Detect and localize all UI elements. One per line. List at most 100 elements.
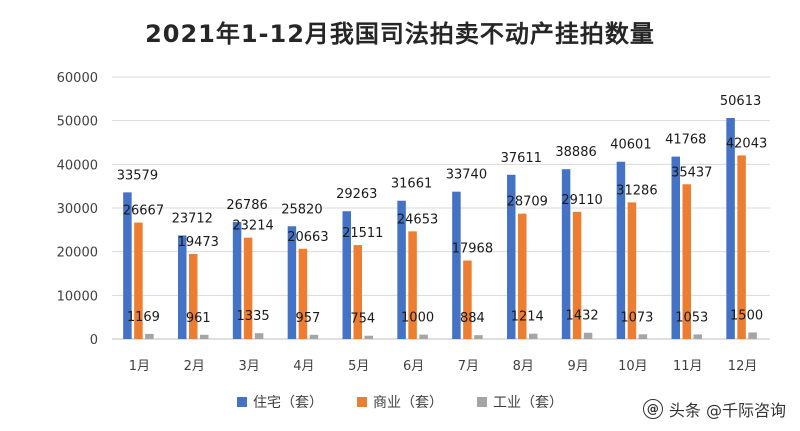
y-tick-label: 10000: [57, 289, 98, 304]
bar-commercial: [243, 237, 253, 339]
x-tick-label: 9月: [567, 359, 588, 374]
legend-item: 商业（套）: [357, 392, 443, 412]
bar-industrial: [145, 333, 154, 339]
bar-residential: [671, 156, 680, 339]
bar-commercial: [572, 211, 582, 339]
watermark-icon: @: [642, 399, 663, 419]
data-label: 961: [186, 311, 211, 326]
bar-industrial: [200, 334, 209, 339]
bar-commercial: [518, 213, 527, 339]
bar-residential: [178, 235, 187, 339]
data-label: 23712: [172, 211, 213, 226]
data-label: 1432: [566, 309, 599, 324]
x-tick-label: 8月: [513, 359, 534, 374]
chart-title: 2021年1-12月我国司法拍卖不动产挂拍数量: [145, 20, 655, 48]
y-tick-label: 60000: [57, 71, 98, 86]
data-label: 29110: [561, 193, 602, 208]
legend-swatch: [237, 397, 247, 407]
bar-industrial: [309, 334, 319, 339]
x-tick-label: 6月: [403, 359, 424, 374]
data-label: 35437: [671, 165, 712, 180]
x-tick-label: 4月: [293, 359, 314, 374]
x-tick-label: 11月: [673, 359, 703, 374]
legend-label: 工业（套）: [493, 395, 563, 411]
legend-item: 工业（套）: [477, 392, 563, 412]
data-label: 1073: [620, 310, 653, 325]
legend-label: 商业（套）: [373, 395, 443, 411]
data-label: 50613: [720, 94, 761, 109]
data-label: 21511: [342, 226, 383, 241]
data-label: 26667: [123, 204, 164, 219]
data-label: 17968: [452, 242, 493, 257]
bar-industrial: [583, 332, 593, 339]
bar-commercial: [353, 245, 362, 339]
bar-commercial: [627, 202, 637, 339]
data-label: 1169: [127, 310, 160, 325]
bar-industrial: [419, 334, 428, 339]
data-label: 24653: [397, 212, 438, 227]
bar-commercial: [682, 184, 691, 339]
bar-residential: [616, 161, 626, 339]
legend-label: 住宅（套）: [253, 395, 323, 411]
data-label: 1500: [730, 308, 763, 323]
bar-industrial: [474, 335, 483, 339]
bar-residential: [561, 169, 571, 339]
data-label: 1214: [511, 310, 544, 325]
data-label: 31286: [616, 183, 657, 198]
legend-swatch: [357, 397, 367, 407]
data-label: 33579: [117, 168, 158, 183]
bar-commercial: [298, 248, 308, 339]
x-tick-label: 1月: [129, 359, 150, 374]
y-tick-label: 50000: [57, 115, 98, 130]
data-label: 25820: [281, 202, 322, 217]
watermark-text: 头条 @千际咨询: [668, 401, 786, 420]
data-label: 20663: [287, 230, 328, 245]
bar-residential: [726, 117, 735, 339]
data-label: 41768: [665, 133, 706, 148]
y-tick-label: 20000: [57, 246, 98, 261]
bar-commercial: [463, 260, 472, 339]
data-label: 38886: [555, 145, 596, 160]
watermark: @ 头条 @千际咨询: [642, 397, 786, 421]
bar-industrial: [364, 335, 373, 339]
bar-residential: [287, 226, 297, 339]
bar-residential: [452, 191, 461, 339]
legend: 住宅（套） 商业（套） 工业（套）: [0, 392, 800, 412]
y-tick-label: 30000: [57, 202, 98, 217]
data-label: 1335: [237, 309, 270, 324]
bar-industrial: [638, 334, 648, 339]
x-tick-label: 12月: [728, 359, 758, 374]
legend-item: 住宅（套）: [237, 392, 323, 412]
data-label: 884: [460, 311, 485, 326]
x-tick-label: 5月: [348, 359, 369, 374]
data-label: 754: [350, 312, 375, 327]
bar-residential: [397, 200, 406, 339]
y-tick-label: 0: [90, 333, 98, 348]
x-tick-label: 10月: [618, 359, 648, 374]
bar-commercial: [408, 231, 417, 339]
data-label: 37611: [501, 151, 542, 166]
data-label: 19473: [178, 235, 219, 250]
bar-commercial: [189, 253, 198, 339]
data-label: 28709: [507, 195, 548, 210]
data-label: 31661: [391, 177, 432, 192]
data-label: 42043: [726, 136, 767, 151]
data-label: 26786: [226, 198, 267, 213]
data-label: 33740: [446, 168, 487, 183]
bar-commercial: [737, 155, 746, 339]
legend-swatch: [477, 397, 487, 407]
bar-commercial: [134, 222, 143, 339]
data-label: 1000: [401, 311, 434, 326]
data-label: 957: [296, 311, 321, 326]
x-tick-label: 3月: [238, 359, 259, 374]
data-label: 23214: [232, 219, 273, 234]
bar-residential: [123, 192, 132, 339]
bar-residential: [342, 211, 351, 339]
y-tick-label: 40000: [57, 158, 98, 173]
bar-industrial: [748, 332, 757, 339]
data-label: 40601: [610, 138, 651, 153]
x-tick-label: 2月: [184, 359, 205, 374]
bar-industrial: [693, 334, 702, 339]
x-tick-label: 7月: [458, 359, 479, 374]
